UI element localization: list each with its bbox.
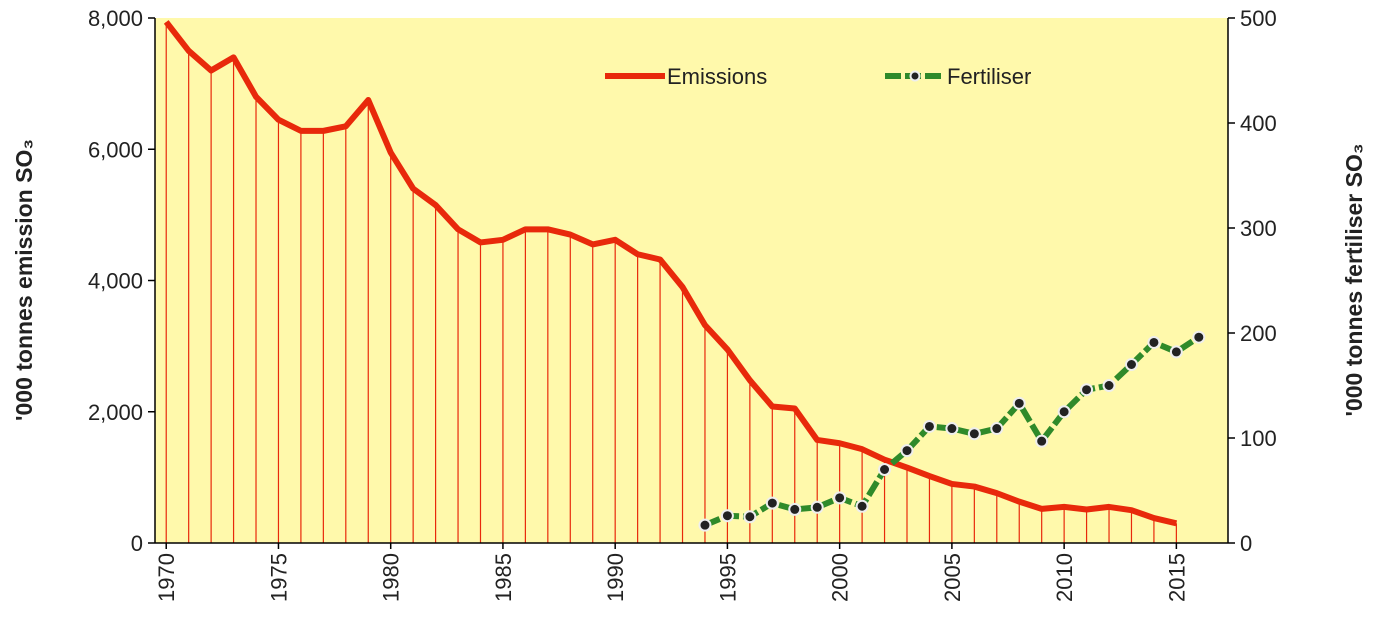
y2-tick-label: 500	[1240, 6, 1277, 31]
marker	[878, 463, 892, 476]
marker	[1057, 405, 1071, 419]
legend-label: Emissions	[667, 64, 767, 89]
y-tick-label: 4,000	[88, 269, 143, 294]
y2-tick-label: 100	[1240, 426, 1277, 451]
marker	[1192, 330, 1206, 344]
marker	[922, 419, 936, 433]
marker	[720, 509, 734, 523]
marker	[1035, 434, 1049, 448]
y2-tick-label: 0	[1240, 531, 1252, 556]
marker	[900, 444, 914, 458]
marker	[810, 500, 824, 514]
marker	[990, 422, 1004, 436]
y2-tick-label: 300	[1240, 216, 1277, 241]
marker	[1147, 335, 1161, 349]
legend-marker	[909, 70, 921, 82]
marker	[1169, 345, 1183, 359]
x-tick-label: 2015	[1164, 553, 1189, 602]
marker	[1124, 358, 1138, 371]
x-tick-label: 2010	[1052, 553, 1077, 602]
x-tick-label: 2000	[828, 553, 853, 602]
marker	[945, 422, 959, 436]
marker	[698, 518, 712, 532]
marker	[1012, 396, 1026, 410]
legend-label: Fertiliser	[947, 64, 1031, 89]
x-tick-label: 1980	[379, 553, 404, 602]
marker	[743, 510, 757, 524]
y-tick-label: 6,000	[88, 137, 143, 162]
y2-tick-label: 400	[1240, 111, 1277, 136]
x-tick-label: 2005	[940, 553, 965, 602]
y2-tick-label: 200	[1240, 321, 1277, 346]
marker	[967, 427, 981, 441]
plot-area	[155, 18, 1228, 543]
marker	[1080, 383, 1094, 397]
y-tick-label: 2,000	[88, 400, 143, 425]
x-tick-label: 1985	[491, 553, 516, 602]
y-tick-label: 0	[131, 531, 143, 556]
x-tick-label: 1995	[715, 553, 740, 602]
marker	[1102, 379, 1116, 392]
series-line	[163, 20, 1178, 527]
y-axis-title: '000 tonnes emission SO₃	[11, 139, 37, 421]
x-tick-label: 1970	[154, 553, 179, 602]
marker	[765, 496, 779, 510]
x-tick-label: 1975	[266, 553, 291, 602]
marker	[855, 499, 869, 513]
y2-axis-title: '000 tonnes fertiliser SO₃	[1341, 143, 1367, 416]
marker	[788, 502, 802, 516]
marker	[833, 491, 847, 505]
y-tick-label: 8,000	[88, 6, 143, 31]
x-tick-label: 1990	[603, 553, 628, 602]
